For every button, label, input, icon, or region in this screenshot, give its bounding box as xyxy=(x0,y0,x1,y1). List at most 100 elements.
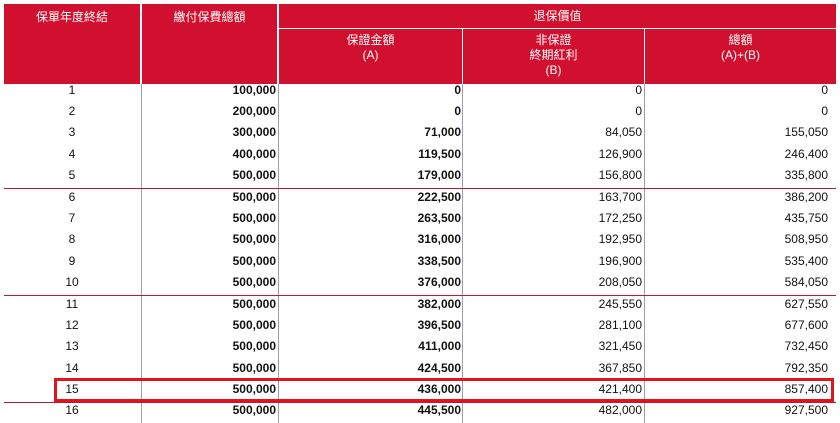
premium-cell: 500,000 xyxy=(232,168,276,182)
table-row: 7 500,000 263,500 172,250 435,750 xyxy=(0,208,840,229)
premium-cell: 500,000 xyxy=(232,297,276,311)
table-row: 5 500,000 179,000 156,800 335,800 xyxy=(0,165,840,186)
total-cell: 584,050 xyxy=(784,275,828,289)
premium-cell: 500,000 xyxy=(232,403,276,417)
total-cell: 627,550 xyxy=(784,297,828,311)
bonus-cell: 196,900 xyxy=(598,254,642,268)
table-row: 9 500,000 338,500 196,900 535,400 xyxy=(0,251,840,272)
total-cell: 335,800 xyxy=(784,168,828,182)
table-row: 10 500,000 376,000 208,050 584,050 xyxy=(0,272,840,293)
guaranteed-cell: 424,500 xyxy=(417,361,461,375)
year-cell: 7 xyxy=(68,211,76,225)
bonus-cell: 156,800 xyxy=(598,168,642,182)
table-row: 2 200,000 0 0 0 xyxy=(0,101,840,122)
total-cell: 435,750 xyxy=(784,211,828,225)
column-divider xyxy=(141,84,142,423)
year-cell: 10 xyxy=(65,275,79,289)
total-cell: 0 xyxy=(821,104,828,118)
total-cell: 857,400 xyxy=(784,382,828,396)
table-row: 11 500,000 382,000 245,550 627,550 xyxy=(0,294,840,315)
group-divider xyxy=(4,188,836,189)
row-highlight-box xyxy=(54,378,834,402)
bonus-cell: 321,450 xyxy=(598,339,642,353)
table-row: 13 500,000 411,000 321,450 732,450 xyxy=(0,336,840,357)
header-surrender-value: 退保價值 xyxy=(279,4,836,28)
total-cell: 677,600 xyxy=(784,318,828,332)
bonus-cell: 281,100 xyxy=(598,318,642,332)
year-cell: 12 xyxy=(65,318,79,332)
total-cell: 246,400 xyxy=(784,147,828,161)
premium-cell: 500,000 xyxy=(232,339,276,353)
total-cell: 732,450 xyxy=(784,339,828,353)
premium-cell: 100,000 xyxy=(232,83,276,97)
premium-cell: 300,000 xyxy=(232,125,276,139)
premium-cell: 500,000 xyxy=(232,382,276,396)
year-cell: 16 xyxy=(65,403,79,417)
header-total-label: 總額 (A)+(B) xyxy=(721,33,760,62)
premium-cell: 500,000 xyxy=(232,275,276,289)
total-cell: 0 xyxy=(821,83,828,97)
year-cell: 11 xyxy=(65,297,79,311)
bonus-cell: 126,900 xyxy=(598,147,642,161)
premium-cell: 500,000 xyxy=(232,232,276,246)
bonus-cell: 482,000 xyxy=(598,403,642,417)
bonus-cell: 367,850 xyxy=(598,361,642,375)
guaranteed-cell: 119,500 xyxy=(418,147,461,161)
guaranteed-cell: 71,000 xyxy=(424,125,461,139)
header-year-end-label: 保單年度終結 xyxy=(35,10,108,24)
premium-cell: 500,000 xyxy=(232,361,276,375)
header-guaranteed: 保證金額 (A) xyxy=(279,29,462,84)
guaranteed-cell: 0 xyxy=(454,104,461,118)
premium-cell: 500,000 xyxy=(232,254,276,268)
bonus-cell: 208,050 xyxy=(598,275,642,289)
column-divider xyxy=(278,84,279,423)
header-bonus: 非保證 終期紅利 (B) xyxy=(463,29,644,84)
premium-cell: 400,000 xyxy=(232,147,276,161)
header-bonus-label: 非保證 終期紅利 (B) xyxy=(529,33,578,77)
bonus-cell: 172,250 xyxy=(598,211,642,225)
header-premium-paid: 繳付保費總額 xyxy=(142,4,277,84)
year-cell: 2 xyxy=(68,104,76,118)
bonus-cell: 192,950 xyxy=(598,232,642,246)
table-row: 8 500,000 316,000 192,950 508,950 xyxy=(0,229,840,250)
column-divider xyxy=(644,84,645,423)
header-surrender-value-label: 退保價值 xyxy=(533,9,582,23)
column-divider xyxy=(462,84,463,423)
guaranteed-cell: 445,500 xyxy=(417,403,461,417)
bonus-cell: 0 xyxy=(635,104,642,118)
group-divider xyxy=(4,295,836,296)
guaranteed-cell: 396,500 xyxy=(417,318,461,332)
premium-cell: 200,000 xyxy=(232,104,276,118)
table-row: 4 400,000 119,500 126,900 246,400 xyxy=(0,144,840,165)
bonus-cell: 0 xyxy=(635,83,642,97)
guaranteed-cell: 0 xyxy=(454,83,461,97)
bonus-cell: 421,400 xyxy=(598,382,642,396)
table-row: 16 500,000 445,500 482,000 927,500 xyxy=(0,400,840,421)
year-cell: 6 xyxy=(68,190,76,204)
total-cell: 792,350 xyxy=(784,361,828,375)
guaranteed-cell: 382,000 xyxy=(417,297,461,311)
bonus-cell: 84,050 xyxy=(605,125,642,139)
total-cell: 535,400 xyxy=(784,254,828,268)
year-cell: 9 xyxy=(68,254,76,268)
header-guaranteed-label: 保證金額 (A) xyxy=(346,33,395,62)
table-row: 14 500,000 424,500 367,850 792,350 xyxy=(0,358,840,379)
table-row: 1 100,000 0 0 0 xyxy=(0,80,840,101)
table-row: 12 500,000 396,500 281,100 677,600 xyxy=(0,315,840,336)
year-cell: 1 xyxy=(68,83,76,97)
guaranteed-cell: 376,000 xyxy=(417,275,461,289)
table-row: 6 500,000 222,500 163,700 386,200 xyxy=(0,187,840,208)
table-row: 3 300,000 71,000 84,050 155,050 xyxy=(0,122,840,143)
bonus-cell: 163,700 xyxy=(598,190,642,204)
year-cell: 5 xyxy=(68,168,76,182)
premium-cell: 500,000 xyxy=(232,211,276,225)
premium-cell: 500,000 xyxy=(232,190,276,204)
guaranteed-cell: 338,500 xyxy=(417,254,461,268)
total-cell: 155,050 xyxy=(784,125,828,139)
header-year-end: 保單年度終結 xyxy=(4,4,140,84)
guaranteed-cell: 316,000 xyxy=(417,232,461,246)
table-row: 15 500,000 436,000 421,400 857,400 xyxy=(0,379,840,400)
total-cell: 508,950 xyxy=(784,232,828,246)
year-cell: 4 xyxy=(68,147,76,161)
header-total: 總額 (A)+(B) xyxy=(645,29,836,84)
